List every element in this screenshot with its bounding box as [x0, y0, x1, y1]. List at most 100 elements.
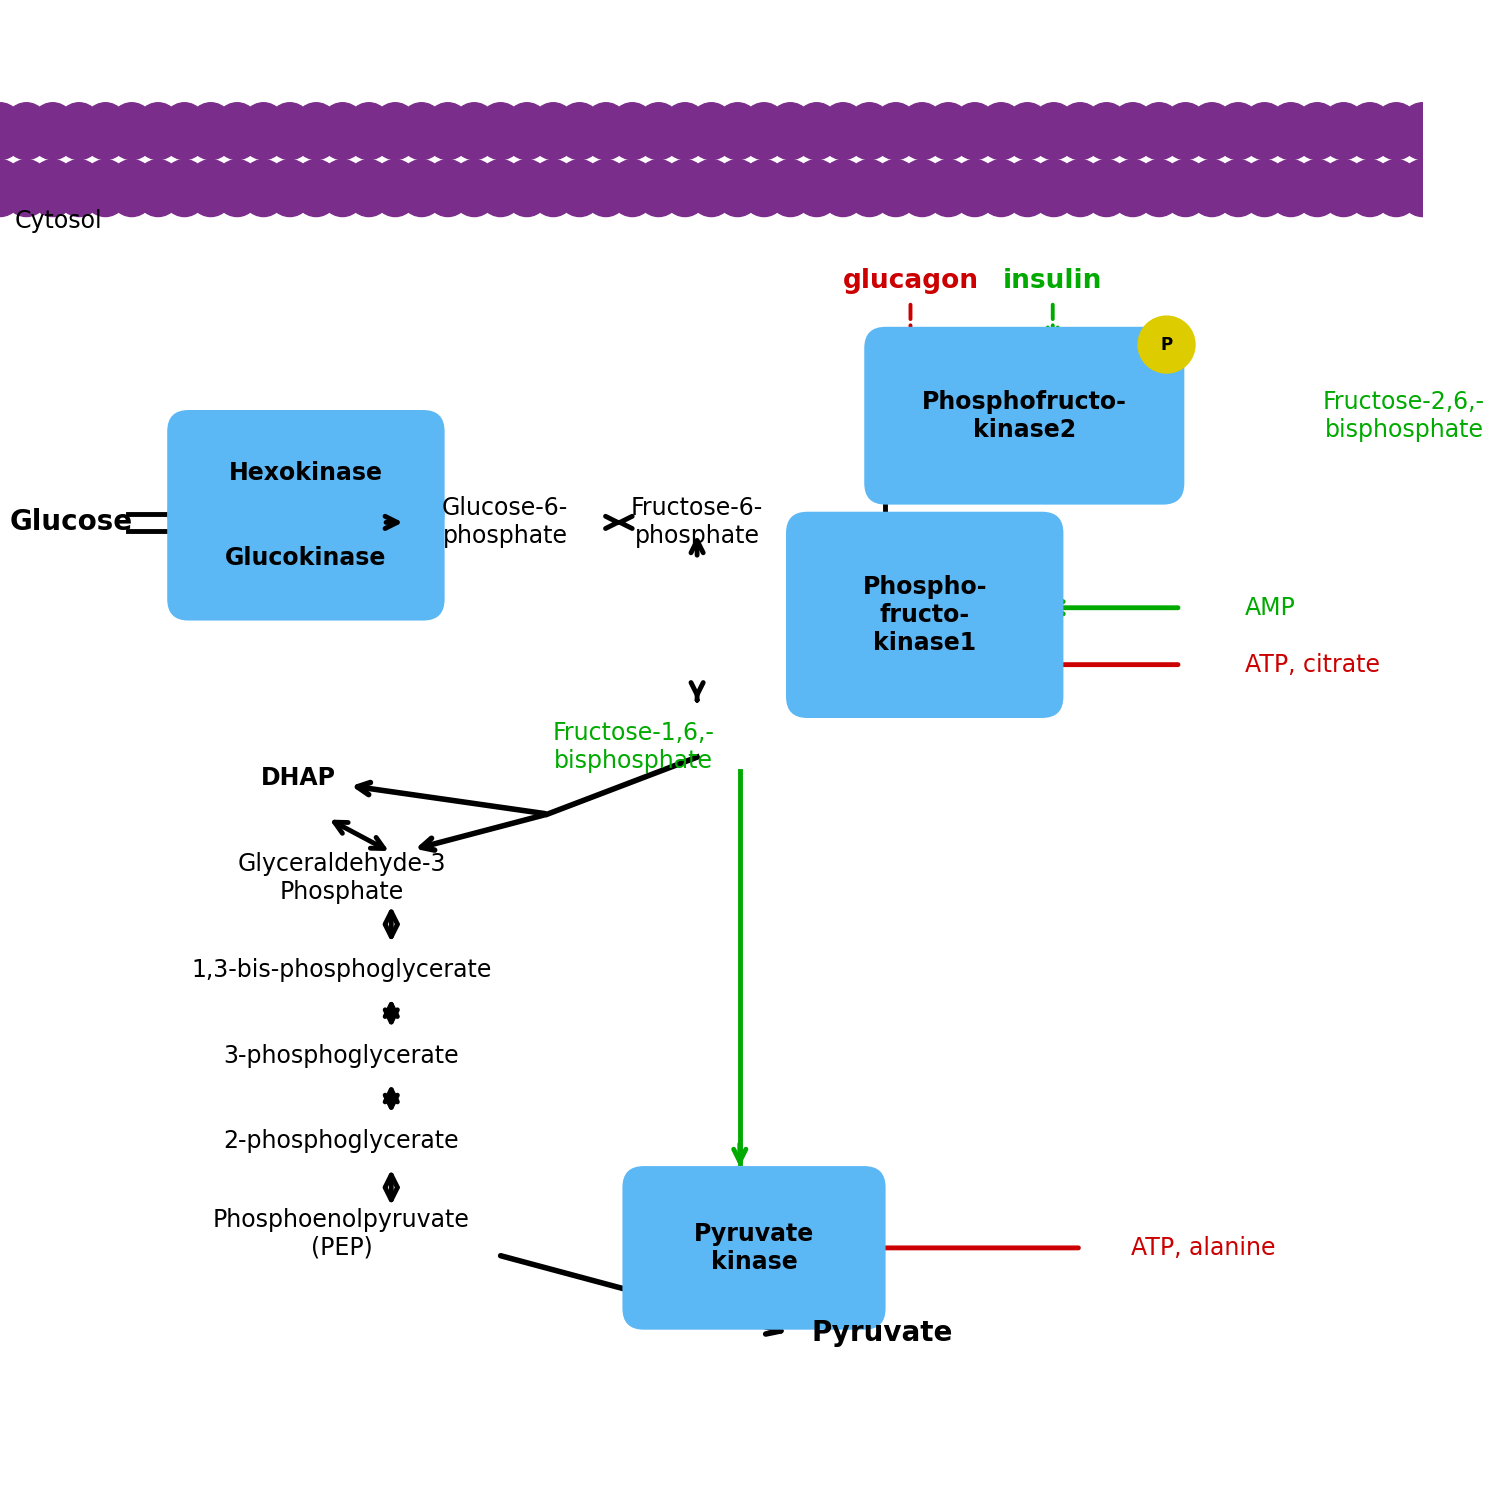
Ellipse shape	[2, 102, 51, 159]
Ellipse shape	[1320, 102, 1368, 159]
Ellipse shape	[1004, 102, 1052, 159]
Ellipse shape	[871, 159, 919, 216]
Ellipse shape	[844, 159, 894, 216]
Text: glucagon: glucagon	[843, 267, 978, 294]
Ellipse shape	[108, 159, 156, 216]
Ellipse shape	[240, 102, 288, 159]
Ellipse shape	[1188, 102, 1236, 159]
Ellipse shape	[1293, 102, 1341, 159]
Ellipse shape	[924, 159, 972, 216]
Text: 1,3-bis-phosphoglycerate: 1,3-bis-phosphoglycerate	[192, 958, 492, 982]
Ellipse shape	[503, 159, 550, 216]
Ellipse shape	[740, 159, 788, 216]
Ellipse shape	[28, 102, 76, 159]
Ellipse shape	[1029, 159, 1078, 216]
Text: 2-phosphoglycerate: 2-phosphoglycerate	[224, 1130, 459, 1154]
Ellipse shape	[186, 159, 236, 216]
Text: ATP, citrate: ATP, citrate	[1245, 652, 1380, 676]
Ellipse shape	[1372, 159, 1420, 216]
Ellipse shape	[1083, 102, 1131, 159]
Ellipse shape	[1056, 102, 1104, 159]
Ellipse shape	[634, 102, 682, 159]
Ellipse shape	[81, 102, 129, 159]
Ellipse shape	[2, 159, 51, 216]
Ellipse shape	[1161, 159, 1209, 216]
Ellipse shape	[608, 102, 657, 159]
Ellipse shape	[134, 159, 183, 216]
Ellipse shape	[898, 159, 946, 216]
FancyBboxPatch shape	[166, 495, 444, 621]
Ellipse shape	[766, 159, 814, 216]
Ellipse shape	[555, 102, 604, 159]
Ellipse shape	[1398, 159, 1447, 216]
Ellipse shape	[266, 159, 314, 216]
Text: Glyceraldehyde-3
Phosphate: Glyceraldehyde-3 Phosphate	[237, 852, 446, 904]
Ellipse shape	[662, 159, 710, 216]
Ellipse shape	[160, 102, 209, 159]
Ellipse shape	[450, 102, 498, 159]
Ellipse shape	[28, 159, 76, 216]
Text: AMP: AMP	[1245, 596, 1296, 619]
Ellipse shape	[1004, 159, 1052, 216]
Ellipse shape	[1346, 102, 1394, 159]
Text: Pyruvate: Pyruvate	[812, 1318, 952, 1347]
Ellipse shape	[530, 102, 578, 159]
Ellipse shape	[370, 102, 420, 159]
Ellipse shape	[56, 102, 104, 159]
Ellipse shape	[792, 102, 842, 159]
Text: P: P	[1161, 336, 1173, 354]
Ellipse shape	[0, 159, 24, 216]
Ellipse shape	[1293, 159, 1341, 216]
Ellipse shape	[844, 102, 894, 159]
Text: Phosphoenolpyruvate
(PEP): Phosphoenolpyruvate (PEP)	[213, 1208, 470, 1260]
Ellipse shape	[1398, 102, 1447, 159]
Ellipse shape	[1188, 159, 1236, 216]
Ellipse shape	[213, 159, 261, 216]
Ellipse shape	[1240, 102, 1288, 159]
Text: Glucokinase: Glucokinase	[225, 546, 387, 570]
Ellipse shape	[687, 102, 735, 159]
Ellipse shape	[582, 159, 630, 216]
Ellipse shape	[766, 102, 814, 159]
Ellipse shape	[450, 159, 498, 216]
Ellipse shape	[186, 102, 236, 159]
Text: Fructose-6-
phosphate: Fructose-6- phosphate	[632, 496, 764, 549]
Ellipse shape	[0, 102, 24, 159]
Ellipse shape	[740, 102, 788, 159]
Ellipse shape	[1214, 159, 1263, 216]
Ellipse shape	[1214, 102, 1263, 159]
Ellipse shape	[819, 102, 867, 159]
Ellipse shape	[1136, 102, 1184, 159]
Ellipse shape	[1266, 102, 1316, 159]
Text: Fructose-2,6,-
bisphosphate: Fructose-2,6,- bisphosphate	[1323, 390, 1485, 441]
Ellipse shape	[1320, 159, 1368, 216]
Ellipse shape	[1108, 159, 1156, 216]
Ellipse shape	[477, 102, 525, 159]
Text: ATP, alanine: ATP, alanine	[1131, 1236, 1275, 1260]
Ellipse shape	[292, 102, 340, 159]
Ellipse shape	[555, 159, 604, 216]
Ellipse shape	[1346, 159, 1394, 216]
Ellipse shape	[582, 102, 630, 159]
Text: Pyruvate
kinase: Pyruvate kinase	[694, 1222, 814, 1274]
Ellipse shape	[1136, 159, 1184, 216]
Ellipse shape	[1056, 159, 1104, 216]
Text: Fructose-1,6,-
bisphosphate: Fructose-1,6,- bisphosphate	[552, 722, 714, 772]
Circle shape	[1138, 316, 1196, 374]
FancyBboxPatch shape	[166, 410, 444, 536]
Text: Glucose-6-
phosphate: Glucose-6- phosphate	[442, 496, 568, 549]
Text: insulin: insulin	[1004, 267, 1102, 294]
Ellipse shape	[898, 102, 946, 159]
Ellipse shape	[108, 102, 156, 159]
Ellipse shape	[530, 159, 578, 216]
Ellipse shape	[951, 102, 999, 159]
Ellipse shape	[1161, 102, 1209, 159]
Ellipse shape	[792, 159, 842, 216]
Ellipse shape	[871, 102, 919, 159]
Ellipse shape	[318, 102, 366, 159]
Ellipse shape	[951, 159, 999, 216]
Ellipse shape	[160, 159, 209, 216]
Ellipse shape	[1266, 159, 1316, 216]
Ellipse shape	[345, 159, 393, 216]
Ellipse shape	[266, 102, 314, 159]
